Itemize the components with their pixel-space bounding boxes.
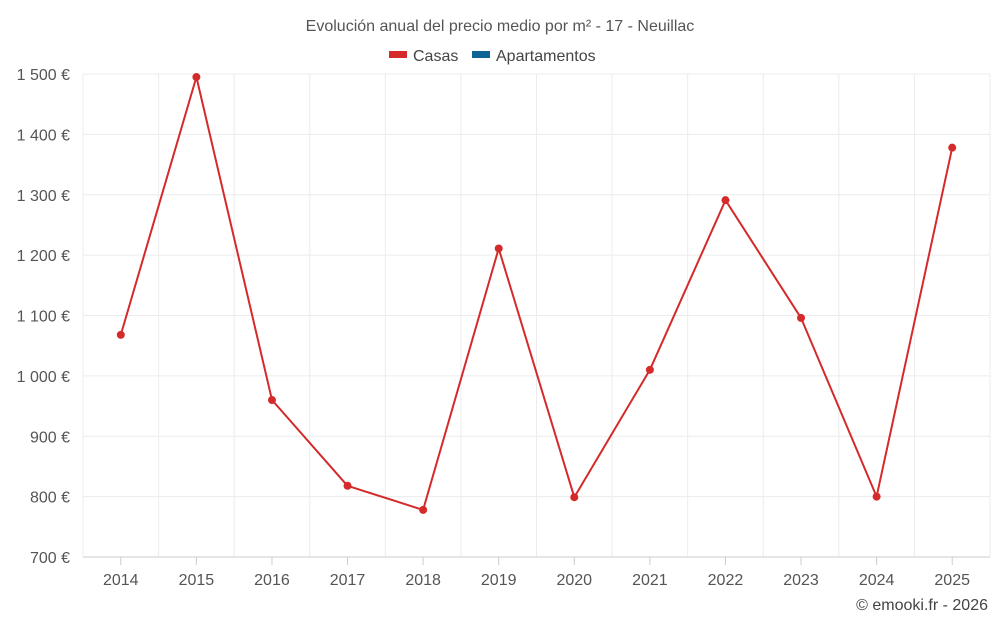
series-line-casas	[119, 76, 954, 511]
legend-swatch-casas	[389, 51, 407, 58]
y-tick-label: 1 000 €	[17, 369, 70, 386]
x-tick-labels: 2014 2015 2016 2017 2018 2019 2020 2021 2022 2023…	[103, 557, 970, 589]
data-point-casas-2025	[948, 143, 957, 152]
x-tick-label: 2025	[934, 572, 970, 589]
y-tick-labels: 700 € 800 € 900 € 1 000 € 1 100 € 1 200 € 1 30…	[17, 67, 70, 567]
y-tick-label: 800 €	[30, 490, 70, 507]
x-tick-label: 2021	[632, 572, 668, 589]
legend: Casas Apartamentos	[389, 48, 596, 65]
y-tick-label: 1 500 €	[17, 67, 70, 84]
chart-title: Evolución anual del precio medio por m² …	[306, 18, 695, 35]
x-tick-label: 2020	[556, 572, 592, 589]
x-tick-label: 2024	[859, 572, 895, 589]
legend-label-apartamentos: Apartamentos	[496, 48, 596, 65]
data-point-casas-2024	[872, 492, 881, 501]
y-tick-label: 900 €	[30, 429, 70, 446]
y-tick-label: 1 300 €	[17, 188, 70, 205]
y-tick-label: 1 200 €	[17, 248, 70, 265]
legend-label-casas: Casas	[413, 48, 458, 65]
x-tick-label: 2014	[103, 572, 139, 589]
data-point-casas-2017	[343, 481, 352, 490]
x-tick-label: 2015	[179, 572, 215, 589]
series-layer	[116, 73, 957, 514]
data-point-casas-2015	[192, 73, 201, 82]
x-tick-label: 2017	[330, 572, 366, 589]
data-point-casas-2018	[419, 505, 428, 514]
x-tick-label: 2023	[783, 572, 819, 589]
x-tick-label: 2016	[254, 572, 290, 589]
y-tick-label: 1 100 €	[17, 309, 70, 326]
data-point-casas-2020	[570, 493, 579, 502]
data-point-casas-2016	[267, 396, 276, 405]
x-tick-label: 2018	[405, 572, 441, 589]
data-point-casas-2021	[645, 365, 654, 374]
legend-swatch-apartamentos	[472, 51, 490, 58]
credit-text: © emooki.fr - 2026	[856, 597, 988, 614]
data-point-casas-2022	[721, 196, 730, 205]
y-tick-label: 700 €	[30, 550, 70, 567]
data-point-casas-2019	[494, 244, 503, 253]
x-tick-label: 2019	[481, 572, 517, 589]
x-tick-label: 2022	[708, 572, 744, 589]
data-point-casas-2014	[116, 330, 125, 339]
data-point-casas-2023	[797, 313, 806, 322]
y-tick-label: 1 400 €	[17, 127, 70, 144]
